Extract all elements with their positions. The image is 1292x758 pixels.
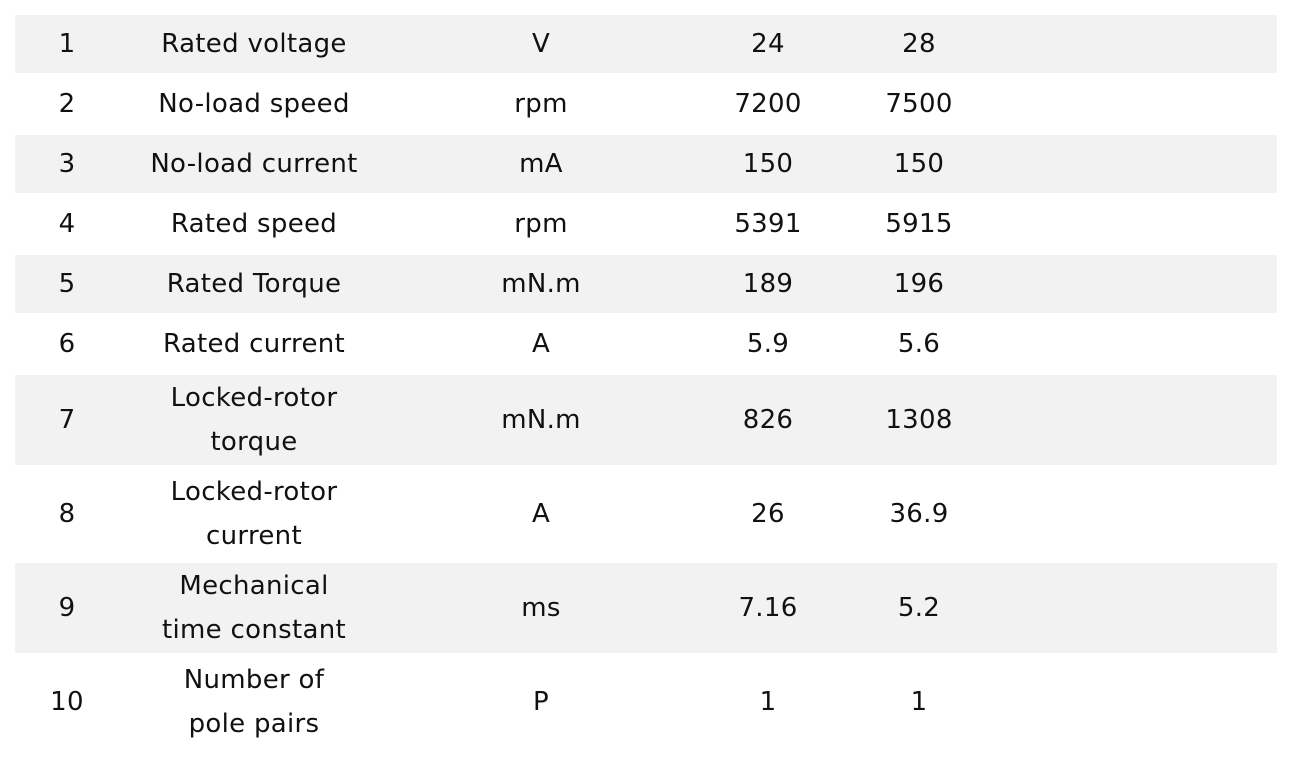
- table-row: 5 Rated Torque mN.m 189 196: [15, 255, 1277, 313]
- cell-no: 6: [58, 329, 76, 359]
- cell-unit: A: [531, 499, 551, 529]
- cell-value-a: 150: [742, 149, 794, 179]
- table-row: 3 No-load current mA 150 150: [15, 135, 1277, 193]
- cell-parameter: Rated speed: [170, 209, 338, 239]
- table-row: 9 Mechanical time constant ms 7.16 5.2: [15, 563, 1277, 653]
- cell-parameter: Rated Torque: [166, 269, 342, 299]
- cell-value-b: 28: [902, 29, 936, 59]
- cell-no: 10: [50, 686, 84, 717]
- cell-value-b: 5915: [885, 209, 953, 239]
- cell-value-a: 5.9: [746, 329, 790, 359]
- cell-no: 9: [58, 593, 76, 623]
- cell-value-b: 1308: [885, 405, 953, 435]
- cell-value-b: 1: [910, 686, 928, 717]
- table-row: 6 Rated current A 5.9 5.6: [15, 313, 1277, 375]
- cell-no: 7: [58, 405, 76, 435]
- cell-parameter: Locked-rotor torque: [170, 383, 338, 457]
- cell-unit: A: [531, 329, 551, 359]
- cell-value-b: 196: [893, 269, 945, 299]
- cell-no: 4: [58, 209, 76, 239]
- cell-no: 3: [58, 149, 76, 179]
- cell-value-a: 5391: [734, 209, 802, 239]
- cell-unit: V: [531, 29, 551, 59]
- cell-value-b: 7500: [885, 89, 953, 119]
- cell-value-b: 150: [893, 149, 945, 179]
- table-row: 1 Rated voltage V 24 28: [15, 15, 1277, 73]
- cell-unit: P: [533, 686, 549, 717]
- table-row: 10 Number of pole pairs P 1 1: [15, 653, 1277, 750]
- cell-value-a: 26: [751, 499, 785, 529]
- cell-no: 5: [58, 269, 76, 299]
- spec-table: 1 Rated voltage V 24 28 2 No-load speed rpm 7200…: [15, 15, 1277, 750]
- cell-parameter: No-load speed: [158, 89, 350, 119]
- cell-unit: mA: [519, 149, 563, 179]
- cell-unit: rpm: [514, 209, 568, 239]
- cell-no: 2: [58, 89, 76, 119]
- cell-value-a: 7200: [734, 89, 802, 119]
- cell-no: 8: [58, 499, 76, 529]
- cell-value-b: 36.9: [889, 499, 949, 529]
- cell-parameter: No-load current: [150, 149, 358, 179]
- cell-parameter: Locked-rotor current: [170, 477, 338, 551]
- cell-value-a: 24: [751, 29, 785, 59]
- cell-unit: mN.m: [501, 269, 581, 299]
- cell-parameter: Mechanical time constant: [162, 571, 346, 645]
- cell-unit: mN.m: [501, 405, 581, 435]
- cell-no: 1: [58, 29, 76, 59]
- cell-value-a: 826: [742, 405, 794, 435]
- cell-unit: rpm: [514, 89, 568, 119]
- table-row: 8 Locked-rotor current A 26 36.9: [15, 465, 1277, 563]
- table-row: 4 Rated speed rpm 5391 5915: [15, 193, 1277, 255]
- cell-value-a: 7.16: [738, 593, 798, 623]
- cell-parameter: Rated voltage: [161, 29, 347, 59]
- table-row: 7 Locked-rotor torque mN.m 826 1308: [15, 375, 1277, 465]
- cell-value-b: 5.2: [897, 593, 941, 623]
- cell-unit: ms: [521, 593, 561, 623]
- cell-parameter: Rated current: [162, 329, 346, 359]
- cell-parameter: Number of pole pairs: [183, 664, 325, 739]
- table-row: 2 No-load speed rpm 7200 7500: [15, 73, 1277, 135]
- cell-value-b: 5.6: [897, 329, 941, 359]
- cell-value-a: 1: [759, 686, 777, 717]
- cell-value-a: 189: [742, 269, 794, 299]
